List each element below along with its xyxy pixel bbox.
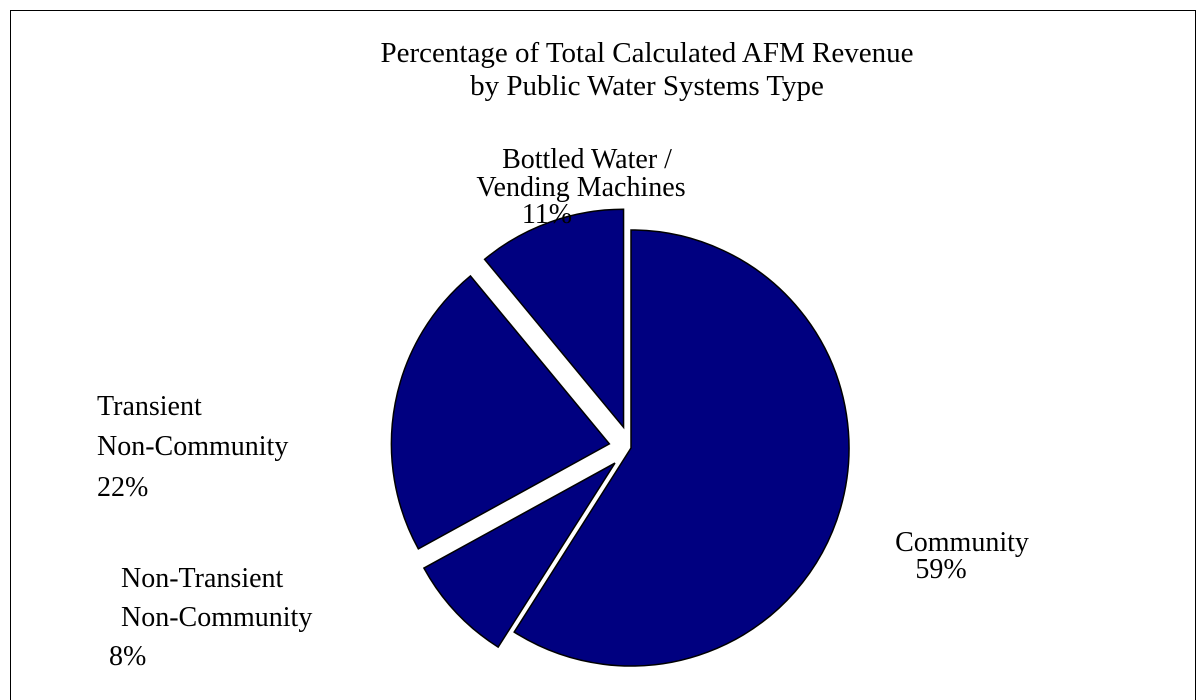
slice-label-text: Community [895,527,1029,558]
slice-value-text: 8% [109,641,146,672]
slice-label-text: Transient [97,391,202,422]
slice-label-text: Vending Machines [476,172,685,203]
slice-label-text: Bottled Water / [502,144,672,175]
slice-label-text: Non-Transient [121,563,284,594]
pie-slices [390,208,850,667]
pie-slice-non-transient-non-community [422,462,616,649]
pie-slice-bottled-water-vending [483,208,625,430]
chart-frame [10,10,1196,700]
chart-title-line-2: by Public Water Systems Type [470,70,824,102]
pie-slice-community [513,229,850,667]
pie-slice-transient-non-community [390,274,611,550]
slice-label-non-transient-non-community: Non-Transient Non-Community 8% [109,563,312,672]
slice-value-text: 59% [915,554,966,585]
slice-label-transient-non-community: Transient Non-Community 22% [97,391,288,503]
slice-label-text: Non-Community [97,431,288,462]
slice-value-text: 11% [522,199,572,230]
slice-value-text: 22% [97,472,148,503]
chart-title: Percentage of Total Calculated AFM Reven… [381,37,914,102]
chart-title-line-1: Percentage of Total Calculated AFM Reven… [381,37,914,69]
slice-label-text: Non-Community [121,602,312,633]
